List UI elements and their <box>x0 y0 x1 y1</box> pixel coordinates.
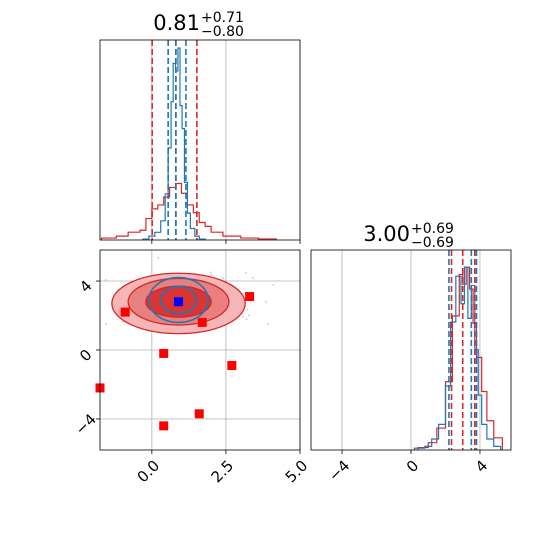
hist1-tick-marks <box>151 240 301 244</box>
hist2-red-series <box>417 266 503 450</box>
sample-point <box>244 271 247 274</box>
red-square-marker <box>197 317 207 327</box>
blue-contour <box>159 285 198 315</box>
y-tick-label: −4 <box>72 410 100 438</box>
red-square-marker <box>120 307 130 317</box>
red-square-marker <box>194 409 204 419</box>
hist2-title-plus: +0.69 <box>411 221 454 237</box>
sample-point <box>266 323 269 325</box>
sample-point <box>222 277 224 280</box>
joint-panel: 0.0 2.5 5.0 −4 0 4 <box>72 249 330 487</box>
sample-point <box>209 271 212 274</box>
blue-contour <box>148 276 209 324</box>
hist1-frame <box>99 39 301 241</box>
hist1-title-plus: +0.71 <box>201 10 244 26</box>
sample-point <box>245 318 248 321</box>
sample-point <box>105 278 107 281</box>
joint-y-tick-labels: −4 0 4 <box>72 277 100 439</box>
hist2-blue-series <box>413 266 502 450</box>
sample-point <box>105 323 107 326</box>
hist1-grid <box>151 40 301 240</box>
joint-x-tick-labels: 0.0 2.5 5.0 <box>134 457 312 487</box>
x-tick-label: 5.0 <box>282 457 312 487</box>
x-tick-label: 2.5 <box>208 457 238 487</box>
blue-square-marker <box>174 297 184 307</box>
hist2-x-tick-labels: −4 0 4 <box>325 457 491 485</box>
x-tick-label: 0 <box>403 457 422 476</box>
x-tick-label: −4 <box>325 457 353 485</box>
hist2-title-minus: −0.69 <box>411 235 454 251</box>
joint-tick-marks <box>96 280 301 454</box>
y-tick-label: 4 <box>76 277 95 296</box>
hist2-quantile-lines <box>448 250 478 450</box>
sample-point <box>246 308 249 311</box>
red-square-marker <box>159 348 169 358</box>
x-tick-label: 4 <box>472 457 491 476</box>
hist-panel-param2: −4 0 4 3.00 +0.69 −0.69 <box>310 221 512 485</box>
sample-point <box>328 297 330 299</box>
sample-point <box>265 300 267 303</box>
sample-point <box>157 256 160 259</box>
hist-panel-param1: 0.81 +0.71 −0.80 <box>99 10 301 244</box>
hist1-blue-series <box>142 47 206 240</box>
sample-point <box>272 283 275 286</box>
sample-point <box>210 274 213 277</box>
sample-point <box>91 297 93 299</box>
sample-point <box>241 316 244 318</box>
sample-point <box>247 314 250 317</box>
y-tick-label: 0 <box>76 346 95 365</box>
hist1-title-minus: −0.80 <box>201 24 244 40</box>
hist1-red-series <box>100 182 277 240</box>
hist2-grid <box>341 250 481 450</box>
hist1-series <box>100 47 277 240</box>
hist2-series <box>413 266 503 450</box>
x-tick-label: 0.0 <box>134 457 164 487</box>
sample-point <box>251 277 254 279</box>
hist1-quantile-lines <box>151 40 198 240</box>
red-square-marker <box>227 361 237 371</box>
hist1-title-value: 0.81 <box>153 11 200 35</box>
red-square-marker <box>245 292 255 302</box>
joint-blue-contours <box>148 276 209 324</box>
red-square-marker <box>159 421 169 431</box>
hist2-title-value: 3.00 <box>363 222 410 246</box>
hist2-tick-marks <box>341 450 481 454</box>
